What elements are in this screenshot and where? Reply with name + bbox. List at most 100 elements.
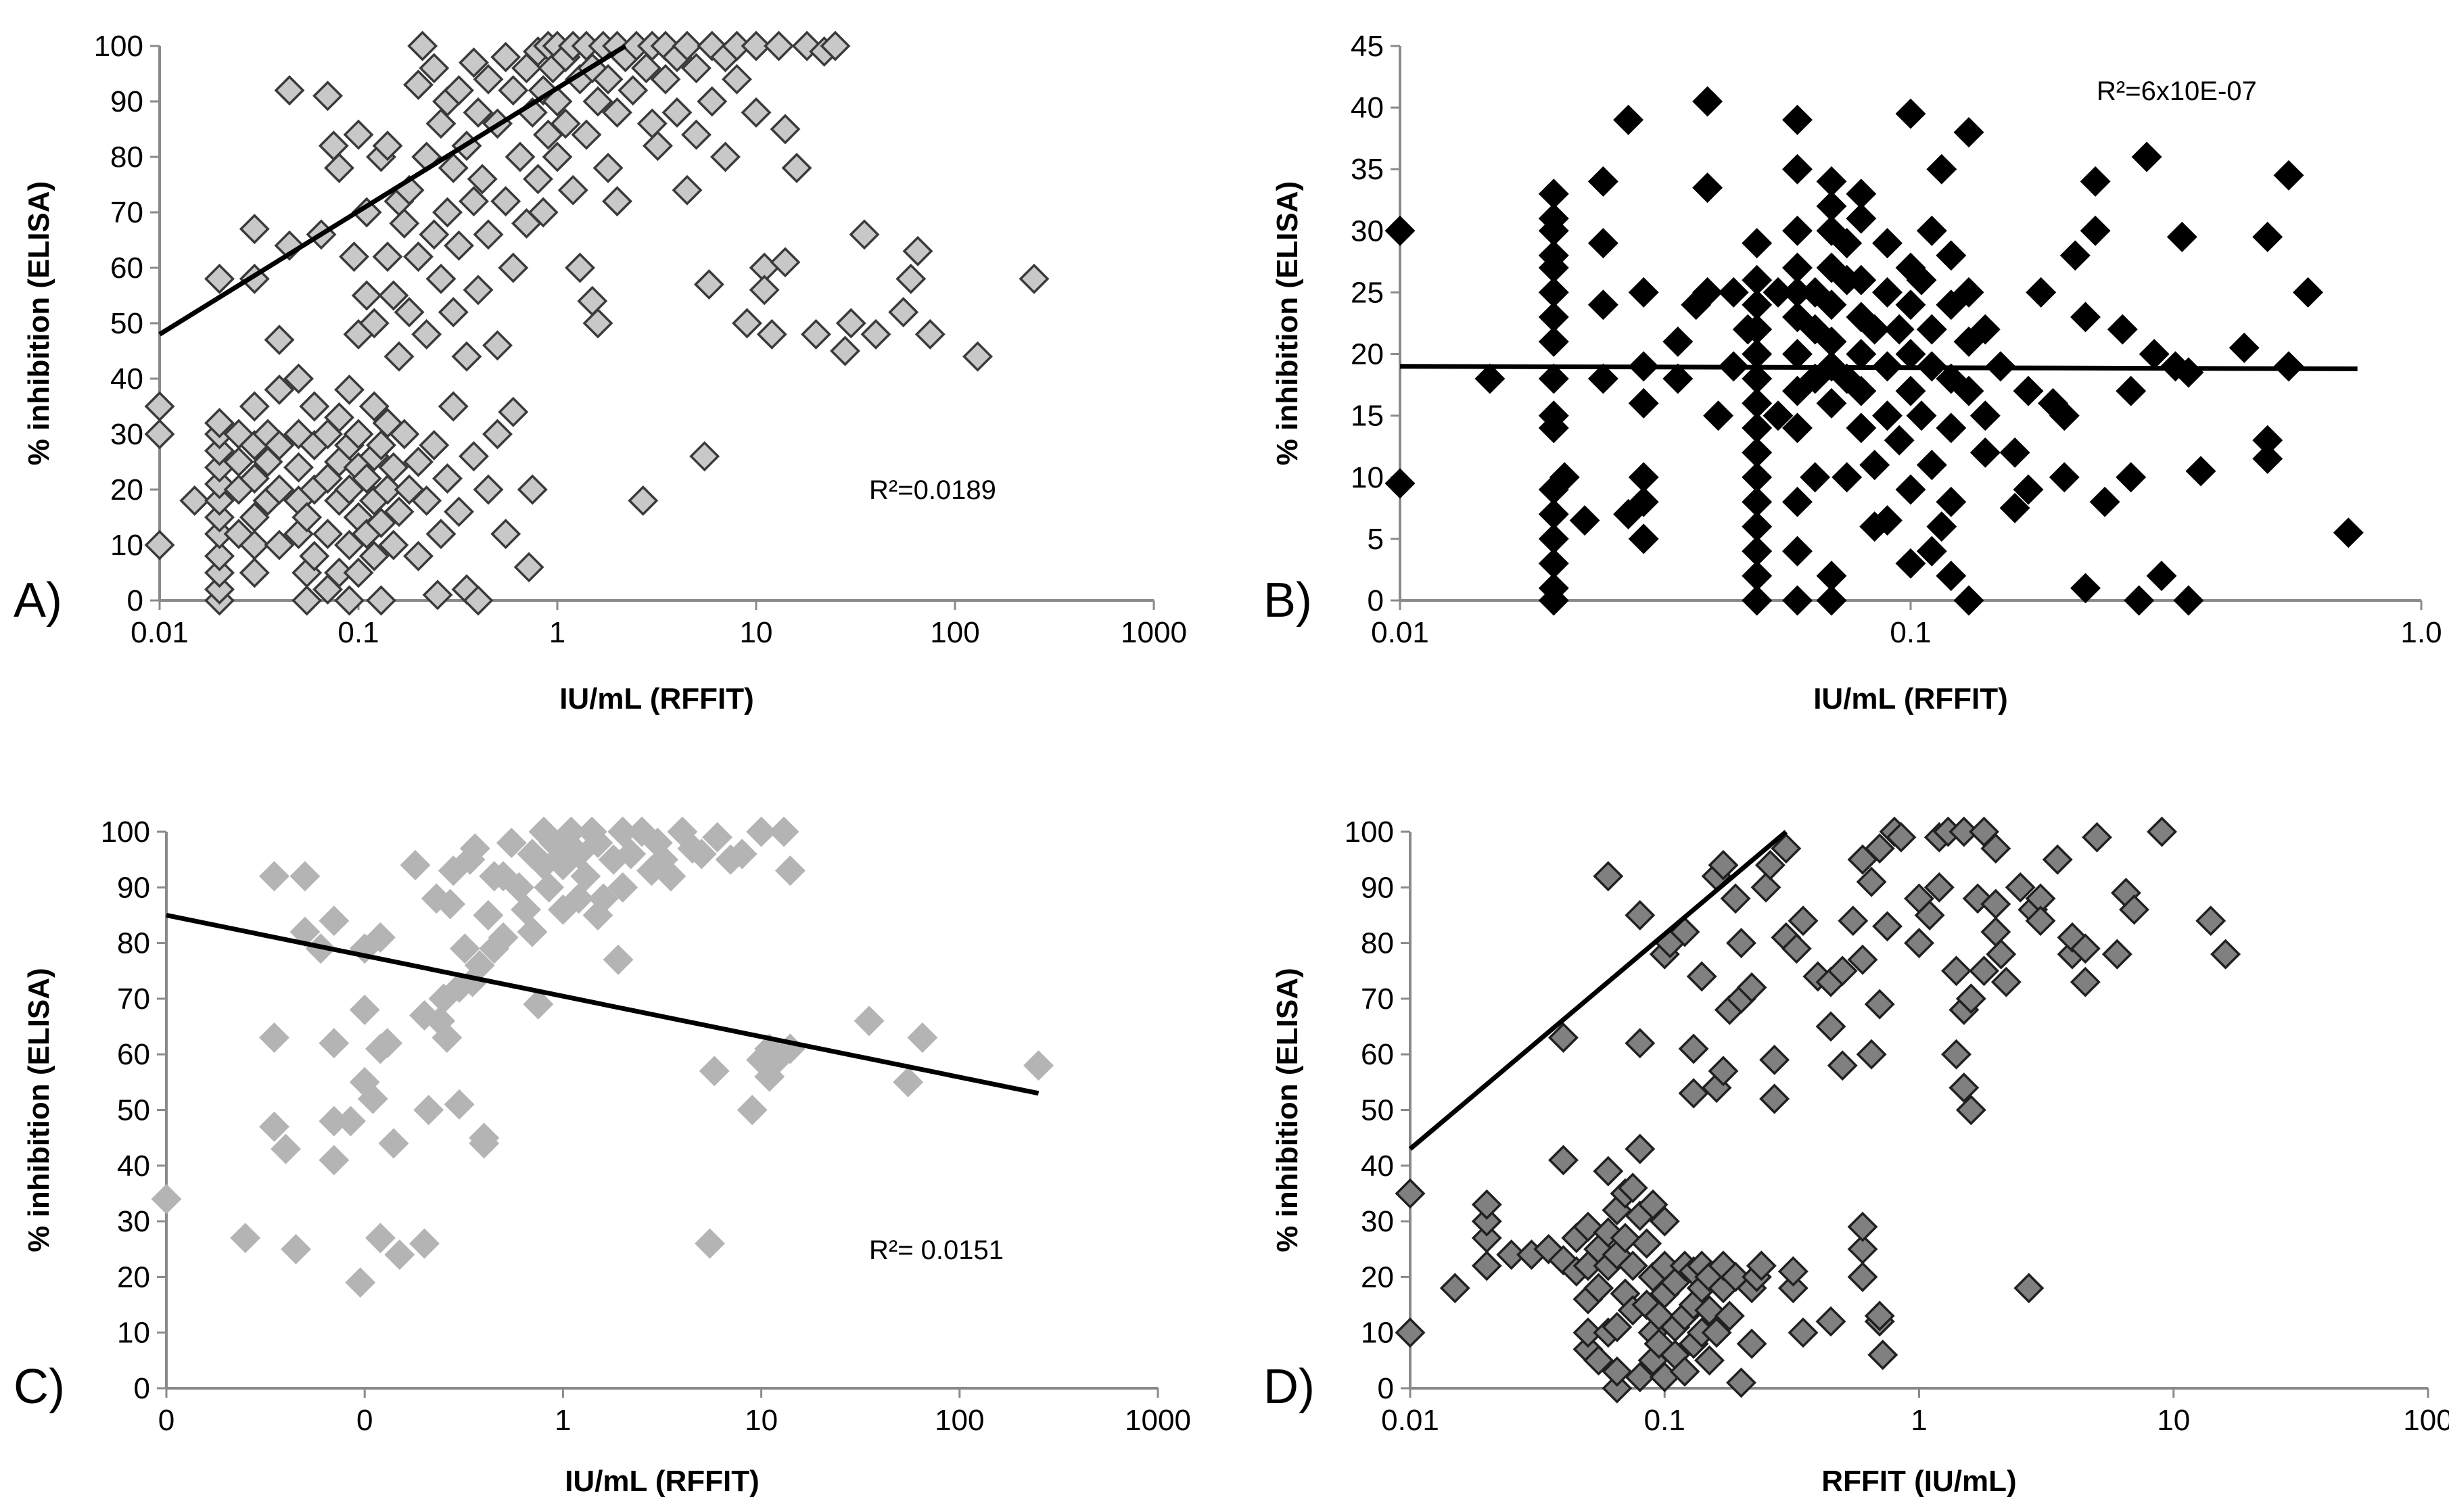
data-point xyxy=(1471,1206,1502,1237)
panel-label: B) xyxy=(1263,573,1312,628)
x-tick-label: 0.01 xyxy=(1371,616,1429,649)
data-point xyxy=(274,75,305,106)
data-point xyxy=(351,280,382,311)
data-point xyxy=(411,318,442,350)
data-point xyxy=(722,64,752,95)
data-point xyxy=(1800,314,1831,345)
data-point xyxy=(1846,375,1877,406)
y-tick-label: 40 xyxy=(110,362,143,396)
data-point xyxy=(432,197,463,228)
data-point xyxy=(681,53,712,84)
data-point xyxy=(1895,98,1926,129)
y-tick-label: 30 xyxy=(117,1205,150,1238)
data-point xyxy=(854,1006,885,1037)
data-point xyxy=(563,838,594,870)
data-point xyxy=(264,325,295,356)
data-point xyxy=(1610,1223,1641,1254)
data-point xyxy=(204,485,235,516)
data-point xyxy=(334,585,365,616)
data-point xyxy=(2124,585,2155,616)
data-point xyxy=(907,1022,938,1053)
x-tick-label: 1.0 xyxy=(2400,616,2442,649)
y-tick-label: 90 xyxy=(1361,871,1394,904)
y-tick-label: 50 xyxy=(117,1094,150,1127)
y-tick-label: 70 xyxy=(110,196,143,229)
x-tick-label: 0.1 xyxy=(1890,616,1931,649)
data-point xyxy=(204,502,235,533)
data-point xyxy=(351,197,382,228)
data-point xyxy=(1395,1178,1426,1209)
data-point xyxy=(534,872,565,903)
y-tick-label: 15 xyxy=(1351,400,1384,433)
y-tick-label: 35 xyxy=(1351,153,1384,186)
data-point xyxy=(1781,933,1812,964)
data-point xyxy=(1816,166,1847,197)
data-point xyxy=(1955,983,1986,1014)
data-point xyxy=(264,429,295,460)
data-point xyxy=(473,900,504,930)
data-point xyxy=(1953,585,1984,616)
data-point xyxy=(2089,486,2120,517)
data-point xyxy=(403,446,434,477)
data-point xyxy=(2252,221,2283,252)
data-point xyxy=(746,816,777,847)
data-point xyxy=(582,86,613,117)
y-tick-label: 5 xyxy=(1368,523,1384,556)
data-point xyxy=(517,474,548,505)
data-point xyxy=(1949,1072,1980,1104)
data-point xyxy=(2082,822,2112,853)
data-point xyxy=(556,816,586,847)
y-tick-label: 30 xyxy=(1351,214,1384,247)
data-point xyxy=(1916,450,1947,481)
data-point xyxy=(1856,1039,1887,1070)
data-point xyxy=(774,855,806,887)
data-point xyxy=(749,275,780,306)
x-tick-label: 1 xyxy=(549,616,565,649)
data-point xyxy=(1906,400,1937,431)
data-point xyxy=(1439,1273,1470,1304)
data-point xyxy=(378,452,409,483)
data-point xyxy=(1587,363,1618,394)
data-point xyxy=(631,53,661,84)
data-point xyxy=(1847,944,1878,975)
data-point xyxy=(1782,339,1813,370)
data-point xyxy=(1832,228,1863,259)
data-point xyxy=(1587,289,1618,321)
data-point xyxy=(1708,1056,1739,1087)
data-point xyxy=(1936,561,1967,592)
data-point xyxy=(1884,314,1915,345)
data-point xyxy=(764,30,794,62)
panel-label: C) xyxy=(14,1360,65,1414)
data-point xyxy=(299,540,330,571)
data-point xyxy=(482,419,513,450)
data-point xyxy=(1538,498,1569,529)
data-point xyxy=(2116,375,2147,406)
data-point xyxy=(1742,289,1773,321)
data-point xyxy=(1980,916,2011,947)
panel-a: 0 10 20 30 40 50 60 70 80 90 100 0.01 0.1 1 10 100 1000 I… xyxy=(14,30,1187,715)
data-point xyxy=(1742,585,1773,616)
data-point xyxy=(1617,1173,1648,1204)
y-tick-label: 60 xyxy=(1361,1038,1394,1071)
data-point xyxy=(1936,486,1967,517)
data-point xyxy=(2333,517,2364,548)
data-point xyxy=(1827,955,1858,987)
data-points xyxy=(1384,86,2364,616)
data-point xyxy=(230,1223,261,1254)
y-tick-label: 10 xyxy=(1351,461,1384,494)
panel-label: D) xyxy=(1263,1360,1315,1414)
data-point xyxy=(1816,289,1847,321)
data-point xyxy=(451,341,482,372)
data-point xyxy=(1617,1250,1648,1281)
data-point xyxy=(312,80,343,112)
data-point xyxy=(271,1133,301,1164)
y-tick-label: 80 xyxy=(110,141,143,174)
data-point xyxy=(1736,972,1767,1003)
data-point xyxy=(888,297,919,328)
data-point xyxy=(204,557,235,588)
data-point xyxy=(384,1239,415,1270)
x-tick-label: 0.01 xyxy=(1381,1404,1439,1437)
data-point xyxy=(820,30,851,62)
data-point xyxy=(1726,928,1756,959)
